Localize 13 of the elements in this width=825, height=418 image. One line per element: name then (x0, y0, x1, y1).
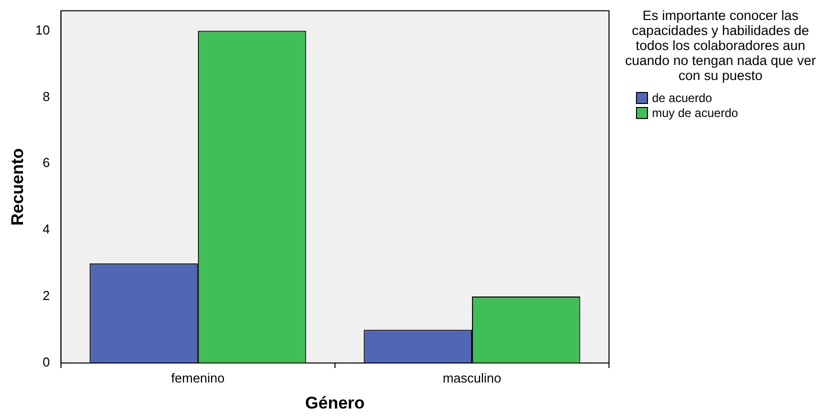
y-tick-label: 4 (42, 222, 50, 237)
legend-label: de acuerdo (652, 91, 712, 105)
y-tick-label: 2 (42, 288, 50, 304)
x-tick-label: femenino (171, 370, 225, 386)
x-axis-title: Género (305, 393, 365, 412)
y-tick-label: 0 (42, 354, 50, 370)
y-tick-label: 6 (42, 155, 50, 170)
y-tick-label: 10 (35, 22, 50, 38)
y-axis-title: Recuento (8, 148, 27, 226)
legend-label: muy de acuerdo (652, 106, 738, 120)
x-tick-label: masculino (442, 370, 502, 386)
y-tick-label: 8 (42, 88, 50, 104)
legend-title: Es importante conocer las capacidades y habilidades de todos los colaboradores aun cuando no tengan nada que ver con su puesto (624, 8, 817, 83)
